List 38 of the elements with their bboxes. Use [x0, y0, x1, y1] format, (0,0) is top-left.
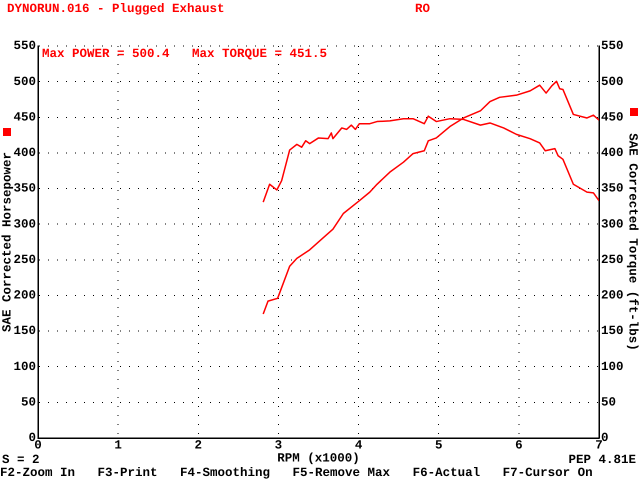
y2-tick-label: 50: [601, 396, 616, 410]
y-tick-label: 450: [13, 110, 36, 124]
annotation: Max POWER = 500.4 Max TORQUE = 451.5: [42, 47, 328, 61]
text: F2-Zoom In F3-Print F4-Smoothing F5-Remove Max F6-Actual F7-Cursor On: [0, 466, 593, 480]
x-tick-label: 1: [114, 438, 122, 453]
y-tick-label: 150: [13, 324, 36, 338]
y-tick-label: 500: [13, 74, 36, 89]
y2-tick-label: 150: [601, 324, 624, 338]
text: DYNORUN.016 - Plugged Exhaust: [7, 2, 225, 16]
y2-tick-label: 500: [601, 74, 624, 89]
y-tick-label: 50: [20, 396, 36, 410]
y2-tick-label: 100: [601, 360, 624, 374]
x-tick-label: 5: [434, 438, 442, 453]
text: PEP 4.81E: [568, 453, 636, 467]
y2-tick-label: 300: [601, 217, 624, 232]
y2-axis-title: SAE Corrected Torque (ft-lbs): [625, 133, 640, 351]
y-tick-label: 550: [13, 39, 36, 54]
x-tick-label: 7: [595, 438, 603, 453]
x-tick-label: 6: [515, 438, 523, 453]
text: S = 2: [2, 453, 40, 467]
y2-tick-label: 250: [601, 252, 624, 267]
y2-tick-label: 350: [601, 182, 624, 196]
y-tick-label: 350: [13, 182, 36, 196]
y-tick-label: 100: [13, 360, 36, 374]
y-axis-title: SAE Corrected Horsepower: [0, 152, 15, 332]
x-axis-title: RPM (x1000): [277, 452, 360, 466]
y2-tick-label: 400: [601, 146, 624, 160]
x-tick-label: 2: [194, 438, 202, 453]
y-tick-label: 200: [13, 288, 36, 303]
y-tick-label: 400: [13, 146, 36, 160]
y2-tick-label: 550: [601, 39, 624, 54]
y-tick-label: 300: [13, 217, 36, 232]
y2-tick-label: 450: [601, 110, 624, 124]
x-tick-label: 4: [354, 438, 363, 453]
x-tick-label: 3: [274, 438, 282, 453]
y2-tick-label: 200: [601, 288, 624, 303]
text: RO: [415, 2, 430, 16]
y-tick-label: 250: [13, 252, 36, 267]
